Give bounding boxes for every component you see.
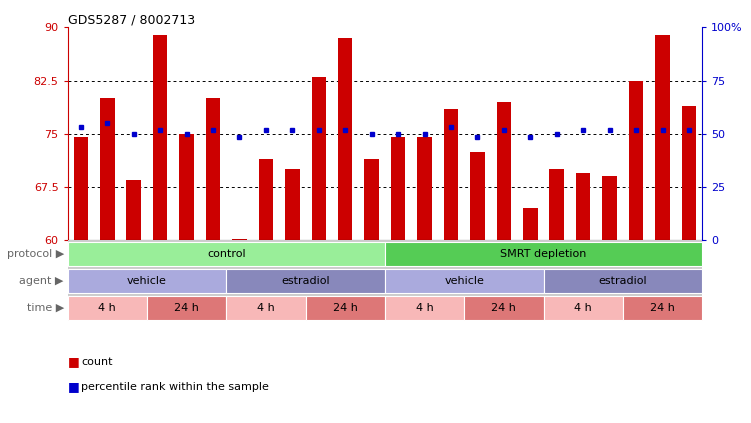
Text: vehicle: vehicle: [127, 276, 167, 286]
Bar: [226, 296, 306, 320]
Text: 4 h: 4 h: [257, 303, 275, 313]
Text: GDS5287 / 8002713: GDS5287 / 8002713: [68, 14, 195, 26]
Bar: [285, 169, 300, 240]
Text: estradiol: estradiol: [282, 276, 330, 286]
Bar: [226, 269, 385, 293]
Bar: [385, 242, 702, 266]
Text: agent ▶: agent ▶: [20, 276, 64, 286]
Bar: [74, 137, 88, 240]
Bar: [576, 173, 590, 240]
Bar: [523, 209, 538, 240]
Bar: [444, 109, 458, 240]
Text: 24 h: 24 h: [650, 303, 675, 313]
Bar: [682, 105, 696, 240]
Text: ■: ■: [68, 355, 80, 368]
Text: control: control: [207, 249, 246, 259]
Bar: [258, 159, 273, 240]
Bar: [385, 296, 464, 320]
Text: 4 h: 4 h: [575, 303, 592, 313]
Bar: [470, 151, 484, 240]
Text: protocol ▶: protocol ▶: [7, 249, 64, 259]
Bar: [68, 296, 147, 320]
Bar: [338, 38, 352, 240]
Bar: [464, 296, 544, 320]
Bar: [100, 99, 114, 240]
Text: vehicle: vehicle: [445, 276, 484, 286]
Bar: [179, 134, 194, 240]
Text: count: count: [81, 357, 113, 367]
Bar: [364, 159, 379, 240]
Bar: [147, 296, 226, 320]
Bar: [391, 137, 406, 240]
Text: time ▶: time ▶: [26, 303, 64, 313]
Bar: [68, 269, 226, 293]
Bar: [623, 296, 702, 320]
Bar: [126, 180, 141, 240]
Text: ■: ■: [68, 381, 80, 393]
Bar: [544, 296, 623, 320]
Bar: [312, 77, 326, 240]
Text: 24 h: 24 h: [491, 303, 516, 313]
Text: 24 h: 24 h: [174, 303, 199, 313]
Bar: [544, 269, 702, 293]
Bar: [496, 102, 511, 240]
Bar: [232, 239, 247, 240]
Bar: [550, 169, 564, 240]
Bar: [418, 137, 432, 240]
Text: 4 h: 4 h: [415, 303, 433, 313]
Bar: [206, 99, 220, 240]
Text: 4 h: 4 h: [98, 303, 116, 313]
Bar: [68, 242, 385, 266]
Bar: [306, 296, 385, 320]
Bar: [385, 269, 544, 293]
Text: SMRT depletion: SMRT depletion: [500, 249, 587, 259]
Bar: [656, 35, 670, 240]
Text: percentile rank within the sample: percentile rank within the sample: [81, 382, 269, 392]
Bar: [629, 81, 644, 240]
Text: 24 h: 24 h: [333, 303, 357, 313]
Bar: [602, 176, 617, 240]
Text: estradiol: estradiol: [599, 276, 647, 286]
Bar: [153, 35, 167, 240]
